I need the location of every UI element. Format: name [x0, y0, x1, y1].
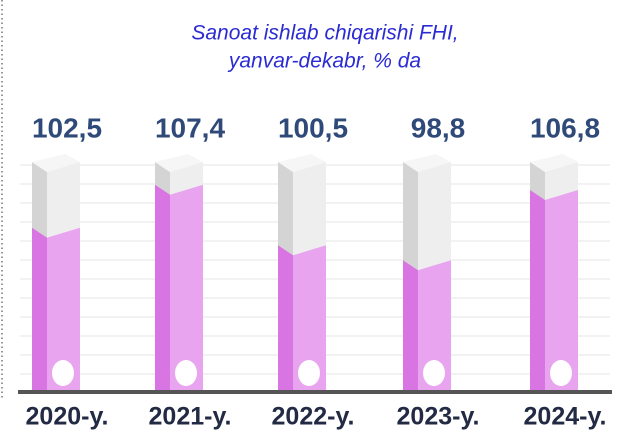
value-label: 106,8: [530, 112, 600, 143]
bar-fill-side: [278, 245, 293, 390]
bar-top: [278, 154, 326, 172]
bar-fill: [418, 260, 451, 390]
bar: [278, 154, 326, 390]
bar-dot: [423, 360, 445, 386]
x-tick-label: 2021-y.: [149, 403, 232, 431]
bar-fill-side: [155, 184, 170, 390]
x-tick-label: 2024-y.: [524, 403, 607, 431]
x-tick-label: 2020-y.: [26, 403, 109, 431]
bar-fill: [293, 245, 326, 390]
bar: [530, 154, 578, 390]
bar-dot: [52, 360, 74, 386]
x-tick-label: 2022-y.: [272, 403, 355, 431]
bar: [32, 154, 80, 390]
value-label: 100,5: [278, 112, 348, 143]
bars: [32, 154, 578, 390]
bar-fill-side: [32, 227, 47, 390]
bar: [155, 154, 203, 390]
bar-dot: [298, 360, 320, 386]
bar-fill-side: [403, 260, 418, 390]
bar-dot: [550, 360, 572, 386]
value-label: 98,8: [411, 112, 466, 143]
bar-dot: [175, 360, 197, 386]
bar-top: [403, 154, 451, 172]
bar-top: [32, 154, 80, 172]
bar-fill-side: [530, 190, 545, 390]
chart-subtitle: yanvar-dekabr, % da: [227, 50, 421, 73]
bar-fill: [47, 227, 80, 390]
value-label: 102,5: [32, 112, 102, 143]
bar: [403, 154, 451, 390]
bar-top: [155, 154, 203, 172]
bar-fill: [545, 190, 578, 390]
chart-title: Sanoat ishlab chiqarishi FHI,: [191, 22, 458, 45]
bar-top: [530, 154, 578, 172]
value-label: 107,4: [155, 112, 225, 143]
x-tick-label: 2023-y.: [397, 403, 480, 431]
bar-fill: [170, 184, 203, 390]
